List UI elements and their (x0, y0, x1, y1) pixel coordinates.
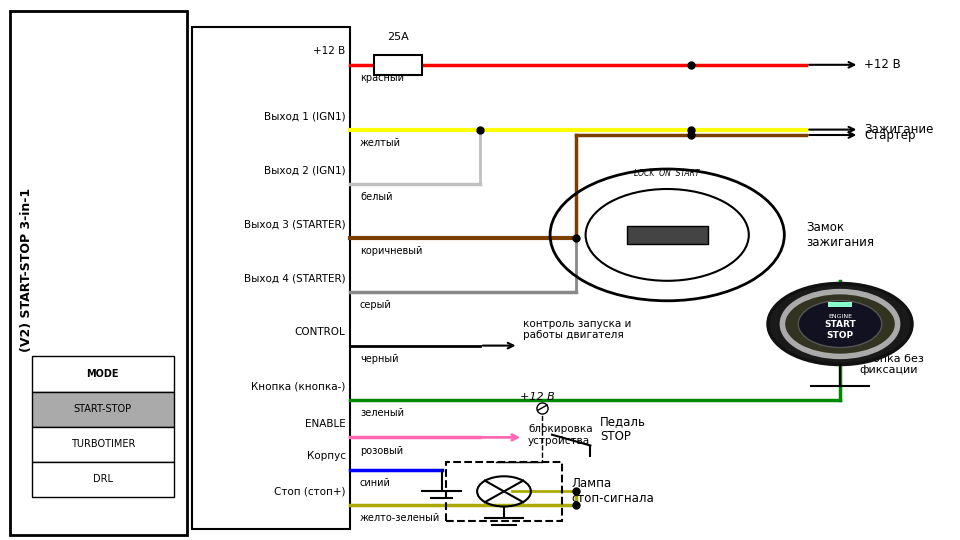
Text: Педаль
STOP: Педаль STOP (600, 415, 646, 443)
Text: STOP: STOP (827, 332, 853, 340)
Text: START: START (824, 320, 856, 329)
Bar (446, 462, 562, 521)
Text: TURBOTIMER: TURBOTIMER (70, 439, 135, 449)
Text: белый: белый (360, 192, 393, 202)
Bar (10, 11, 187, 535)
Text: CONTROL: CONTROL (295, 327, 346, 337)
Text: кнопка без
фиксации: кнопка без фиксации (859, 354, 924, 375)
Circle shape (768, 284, 912, 364)
Text: Зажигание: Зажигание (864, 123, 933, 136)
Text: красный: красный (360, 73, 404, 83)
Text: Кнопка (кнопка-): Кнопка (кнопка-) (252, 381, 346, 391)
Text: зеленый: зеленый (360, 408, 404, 418)
Bar (32, 427, 174, 462)
Text: желто-зеленый: желто-зеленый (360, 514, 441, 523)
Text: серый: серый (360, 300, 392, 310)
Bar (828, 302, 852, 307)
Text: START-STOP: START-STOP (74, 404, 132, 414)
Text: +12 В: +12 В (520, 392, 555, 402)
Text: Выход 2 (IGN1): Выход 2 (IGN1) (264, 165, 346, 175)
Text: Выход 4 (STARTER): Выход 4 (STARTER) (244, 273, 346, 283)
Text: +12 В: +12 В (313, 46, 346, 56)
Text: DRL: DRL (93, 474, 112, 484)
Text: MODE: MODE (86, 369, 119, 379)
Circle shape (798, 300, 881, 348)
Text: черный: черный (360, 354, 398, 364)
Text: ENGINE: ENGINE (828, 314, 852, 319)
Text: синий: синий (360, 478, 391, 488)
Bar (32, 356, 174, 392)
Bar (32, 462, 174, 497)
Circle shape (782, 292, 898, 356)
Text: (V2) START-STOP 3-in-1: (V2) START-STOP 3-in-1 (20, 188, 34, 352)
Bar (374, 55, 422, 75)
Text: розовый: розовый (360, 446, 403, 456)
Bar (32, 392, 174, 427)
Text: блокировка
устройства: блокировка устройства (528, 424, 592, 446)
Text: контроль запуска и
работы двигателя: контроль запуска и работы двигателя (523, 319, 632, 340)
Bar (627, 226, 708, 244)
Text: Стоп (стоп+): Стоп (стоп+) (275, 487, 346, 496)
Bar (192, 27, 350, 529)
Text: ENABLE: ENABLE (305, 419, 346, 429)
Text: Корпус: Корпус (306, 451, 346, 461)
Text: LOCK  ON  START: LOCK ON START (635, 169, 700, 178)
Text: 25A: 25A (388, 32, 409, 42)
Text: Выход 1 (IGN1): Выход 1 (IGN1) (264, 111, 346, 121)
Text: +12 В: +12 В (864, 58, 900, 71)
Text: Лампа
стоп-сигнала: Лампа стоп-сигнала (571, 477, 654, 505)
Text: Замок
зажигания: Замок зажигания (806, 221, 875, 249)
Text: желтый: желтый (360, 138, 401, 148)
Text: Выход 3 (STARTER): Выход 3 (STARTER) (244, 219, 346, 229)
Text: Стартер: Стартер (864, 129, 916, 141)
Text: коричневый: коричневый (360, 246, 422, 256)
